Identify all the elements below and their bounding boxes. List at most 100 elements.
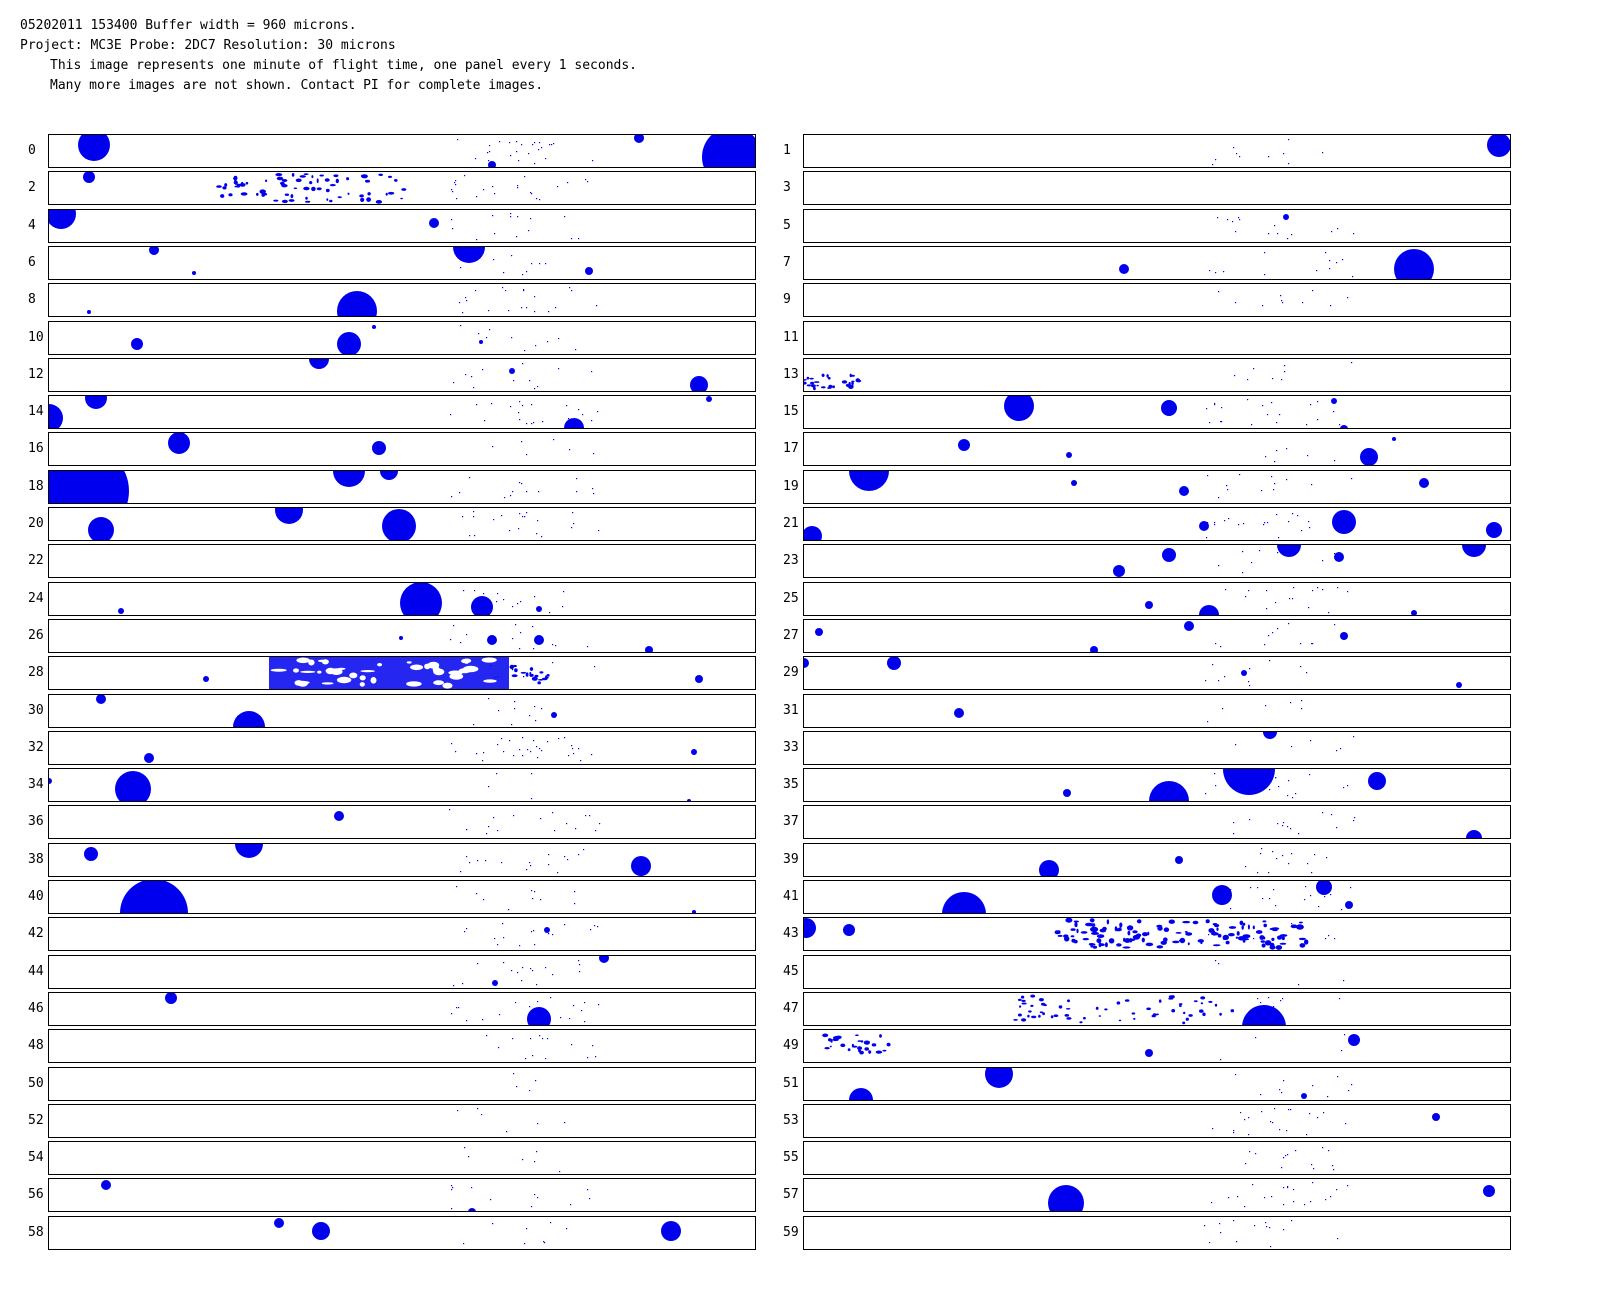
region-gap bbox=[424, 663, 431, 670]
particle bbox=[120, 881, 188, 913]
particle-image bbox=[1113, 545, 1486, 578]
particle-fragment bbox=[857, 1040, 862, 1043]
noise-dot bbox=[1253, 367, 1255, 369]
particle-fragment bbox=[1124, 999, 1130, 1002]
noise-dot bbox=[451, 1208, 453, 1210]
noise-dot bbox=[566, 823, 568, 825]
noise-dot bbox=[587, 645, 589, 648]
particle-fragment bbox=[1021, 1018, 1027, 1022]
noise-dot bbox=[526, 423, 528, 425]
particle bbox=[1199, 604, 1219, 615]
particle bbox=[49, 778, 52, 785]
particle-fragment bbox=[1242, 923, 1246, 927]
particle-fragment bbox=[401, 188, 407, 192]
noise-dot bbox=[541, 536, 543, 538]
particle-image bbox=[1218, 290, 1349, 307]
particle-fragment bbox=[239, 183, 246, 188]
particle bbox=[333, 470, 365, 487]
particle-fragment bbox=[1297, 926, 1303, 930]
noise-dot bbox=[545, 966, 547, 968]
panel-number: 12 bbox=[28, 366, 44, 382]
particle bbox=[337, 331, 361, 354]
noise-dot bbox=[522, 405, 524, 407]
noise-dot bbox=[524, 516, 526, 518]
noise-dot bbox=[1328, 935, 1330, 937]
noise-dot bbox=[1324, 896, 1326, 898]
noise-dot bbox=[1261, 847, 1263, 849]
panel-number: 58 bbox=[28, 1224, 44, 1240]
noise-dot bbox=[1215, 959, 1217, 961]
noise-dot bbox=[1295, 1150, 1297, 1152]
particle-fragment bbox=[816, 384, 819, 387]
noise-dot bbox=[1218, 680, 1220, 682]
particle-fragment bbox=[265, 179, 268, 183]
noise-dot bbox=[509, 739, 511, 741]
noise-dot bbox=[1326, 856, 1328, 858]
noise-dot bbox=[1264, 273, 1266, 276]
particle-fragment bbox=[1199, 1009, 1204, 1013]
noise-dot bbox=[564, 1121, 566, 1123]
particle-fragment bbox=[325, 189, 330, 193]
particle bbox=[468, 1208, 476, 1212]
noise-dot bbox=[589, 815, 591, 817]
noise-dot bbox=[450, 414, 452, 416]
noise-dot bbox=[533, 739, 535, 741]
region-gap bbox=[308, 659, 315, 666]
particle-fragment bbox=[1178, 939, 1185, 943]
particle bbox=[1486, 522, 1502, 538]
noise-dot bbox=[501, 737, 503, 739]
noise-dot bbox=[519, 748, 521, 750]
noise-dot bbox=[1300, 642, 1302, 645]
particle-image-panel bbox=[803, 842, 1511, 877]
particle-fragment bbox=[1272, 928, 1277, 931]
particle-fragment bbox=[1216, 927, 1219, 932]
noise-dot bbox=[1270, 1245, 1272, 1247]
noise-dot bbox=[534, 891, 536, 893]
particle-image-panel bbox=[803, 768, 1511, 803]
particle bbox=[695, 675, 703, 684]
particle-fragment bbox=[529, 667, 534, 672]
particle-fragment bbox=[827, 386, 832, 389]
particle-fragment bbox=[1141, 937, 1145, 943]
particle-fragment bbox=[234, 183, 238, 186]
noise-dot bbox=[488, 697, 490, 699]
particle bbox=[815, 627, 823, 636]
particle-image-panel bbox=[48, 730, 756, 765]
noise-dot bbox=[530, 967, 532, 969]
noise-dot bbox=[1279, 1088, 1281, 1090]
noise-dot bbox=[1336, 749, 1338, 751]
noise-dot bbox=[1215, 785, 1217, 787]
noise-dot bbox=[541, 707, 543, 709]
noise-dot bbox=[517, 971, 519, 973]
particle-image bbox=[1212, 1107, 1440, 1135]
noise-dot bbox=[514, 707, 516, 709]
particle-fragment bbox=[1217, 934, 1222, 938]
noise-dot bbox=[1262, 405, 1264, 407]
noise-dot bbox=[574, 891, 576, 893]
noise-dot bbox=[571, 744, 573, 746]
noise-dot bbox=[1208, 934, 1210, 936]
particle-fragment bbox=[273, 199, 279, 202]
particle-fragment bbox=[1028, 1010, 1032, 1013]
noise-dot bbox=[511, 254, 513, 257]
noise-dot bbox=[589, 1198, 591, 1200]
particle-image bbox=[399, 623, 653, 652]
particle-fragment bbox=[359, 194, 364, 198]
noise-dot bbox=[571, 527, 573, 529]
particle-image-panel bbox=[803, 954, 1511, 989]
particle-image-panel bbox=[48, 245, 756, 280]
particle-fragment bbox=[868, 1050, 872, 1054]
noise-dot bbox=[597, 411, 599, 413]
particle-fragment bbox=[1067, 999, 1070, 1003]
particle-fragment bbox=[1208, 928, 1215, 934]
particle-fragment bbox=[1053, 1014, 1059, 1017]
noise-dot bbox=[552, 643, 554, 646]
particle-image bbox=[457, 1107, 566, 1132]
particle-fragment bbox=[1175, 932, 1182, 935]
particle-image bbox=[804, 918, 1336, 951]
particle bbox=[692, 910, 696, 913]
noise-dot bbox=[1329, 259, 1331, 262]
particle bbox=[1113, 565, 1125, 578]
particle-fragment bbox=[1228, 926, 1237, 930]
particle bbox=[400, 582, 442, 615]
